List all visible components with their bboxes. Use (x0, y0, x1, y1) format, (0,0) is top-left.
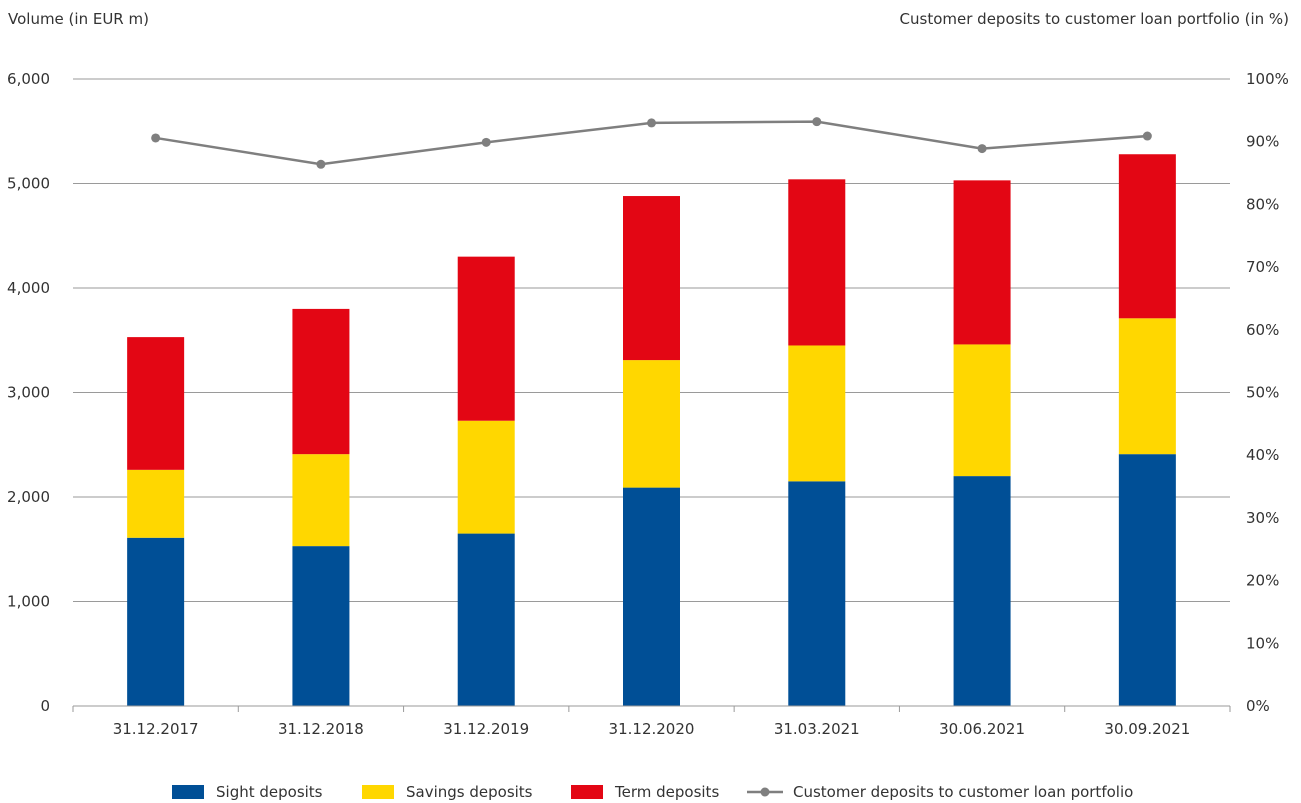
legend-label: Sight deposits (216, 783, 323, 801)
x-tick-label: 31.03.2021 (774, 720, 860, 738)
bar-sight-deposits (292, 546, 350, 706)
legend: Sight deposits Savings deposits Term depos… (172, 783, 1133, 801)
ratio-line-series (151, 117, 1152, 169)
bar-savings-deposits (953, 344, 1011, 477)
bar-savings-deposits (292, 454, 350, 547)
left-axis-title: Volume (in EUR m) (8, 10, 149, 28)
ratio-point (1142, 131, 1152, 141)
legend-swatch (571, 785, 603, 799)
left-tick-label: 2,000 (7, 488, 50, 506)
bar-sight-deposits (1118, 454, 1176, 706)
bar-sight-deposits (457, 533, 515, 706)
right-tick-label: 80% (1246, 195, 1279, 213)
right-tick-label: 40% (1246, 446, 1279, 464)
right-tick-label: 90% (1246, 133, 1279, 151)
right-tick-label: 20% (1246, 572, 1279, 590)
bar-sight-deposits (953, 476, 1011, 706)
right-axis-title: Customer deposits to customer loan portf… (900, 10, 1289, 28)
bar-sight-deposits (623, 487, 680, 706)
ratio-point (151, 133, 161, 143)
x-tick-label: 31.12.2020 (609, 720, 695, 738)
left-tick-label: 4,000 (7, 279, 50, 297)
left-tick-label: 3,000 (7, 384, 50, 402)
bar-term-deposits (457, 256, 515, 421)
right-axis-ticks: 0% 10% 20% 30% 40% 50% 60% 70% 80% 90% 100% (1246, 70, 1289, 715)
left-tick-label: 5,000 (7, 175, 50, 193)
left-tick-label: 0 (40, 697, 50, 715)
x-axis: 31.12.2017 31.12.2018 31.12.2019 31.12.2020… (72, 705, 1231, 738)
ratio-point (977, 144, 987, 154)
ratio-point (812, 117, 822, 127)
right-tick-label: 30% (1246, 509, 1279, 527)
right-tick-label: 50% (1246, 384, 1279, 402)
ratio-point (316, 159, 326, 169)
ratio-line (155, 120, 1148, 166)
legend-label: Term deposits (614, 783, 719, 801)
bar-term-deposits (953, 180, 1011, 345)
bar-term-deposits (1118, 154, 1176, 319)
bar-term-deposits (788, 179, 846, 346)
bar-savings-deposits (1118, 318, 1176, 455)
right-tick-label: 70% (1246, 258, 1279, 276)
left-tick-label: 1,000 (7, 593, 50, 611)
legend-swatch (172, 785, 204, 799)
right-tick-label: 10% (1246, 634, 1279, 652)
ratio-point (481, 137, 491, 147)
right-tick-label: 100% (1246, 70, 1289, 88)
bar-savings-deposits (623, 360, 680, 488)
x-tick-label: 31.12.2017 (113, 720, 199, 738)
x-tick-label: 31.12.2019 (443, 720, 529, 738)
bar-sight-deposits (788, 481, 846, 706)
bar-savings-deposits (127, 469, 185, 538)
legend-label: Savings deposits (406, 783, 533, 801)
x-tick-label: 31.12.2018 (278, 720, 364, 738)
x-tick-label: 30.06.2021 (939, 720, 1025, 738)
bar-term-deposits (127, 337, 185, 470)
right-tick-label: 0% (1246, 697, 1270, 715)
bar-series (127, 154, 1176, 706)
left-tick-label: 6,000 (7, 70, 50, 88)
legend-label: Customer deposits to customer loan portf… (793, 783, 1133, 801)
legend-swatch (362, 785, 394, 799)
bar-savings-deposits (457, 420, 515, 534)
bar-savings-deposits (788, 345, 846, 482)
bar-term-deposits (292, 308, 350, 455)
x-tick-label: 30.09.2021 (1104, 720, 1190, 738)
legend-marker (760, 787, 770, 797)
right-tick-label: 60% (1246, 321, 1279, 339)
left-axis-ticks: 0 1,000 2,000 3,000 4,000 5,000 6,000 (7, 70, 50, 715)
bar-term-deposits (623, 196, 680, 361)
bar-sight-deposits (127, 537, 185, 706)
ratio-point (647, 118, 656, 128)
